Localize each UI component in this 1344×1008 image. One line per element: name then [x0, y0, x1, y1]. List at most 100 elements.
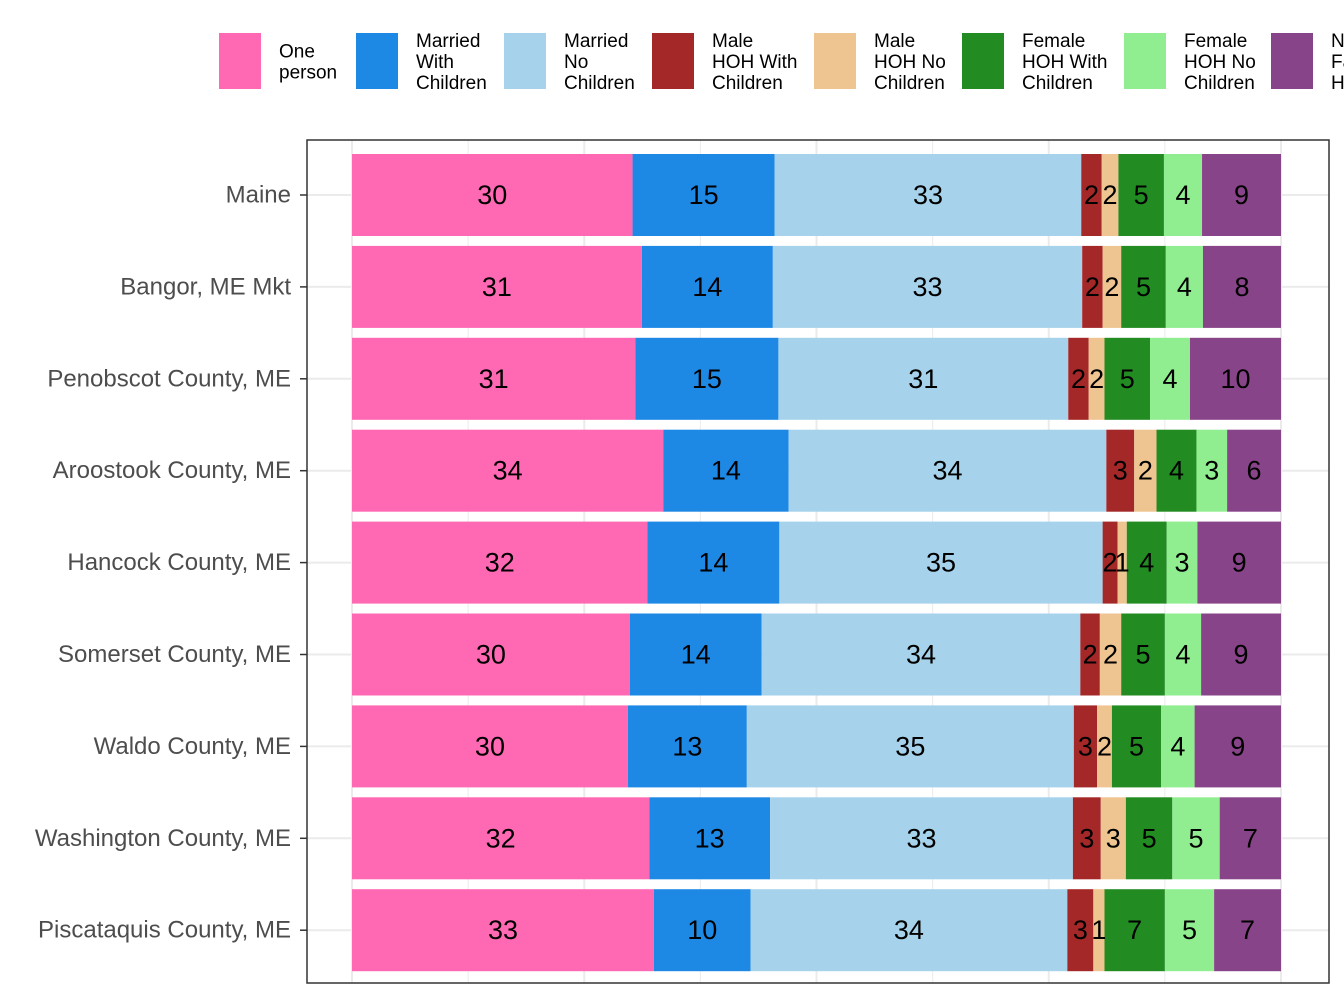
bar-value-label: 33	[488, 915, 518, 945]
legend-label: Male HOH With Children	[712, 31, 798, 94]
bar-segment	[1161, 705, 1195, 788]
bar-segment	[1106, 429, 1135, 512]
bar-value-label: 31	[479, 364, 509, 394]
bar-segment	[1099, 613, 1122, 696]
bar-value-label: 13	[695, 823, 725, 853]
bar-value-label: 31	[482, 272, 512, 302]
bar-segment	[1093, 889, 1105, 972]
bar-value-label: 1	[1115, 548, 1130, 578]
bar-segment	[1189, 337, 1281, 420]
bar-value-label: 34	[894, 915, 924, 945]
bar-value-label: 3	[1073, 915, 1088, 945]
legend-label: Female HOH No Children	[1184, 31, 1256, 94]
bar-value-label: 4	[1175, 180, 1190, 210]
bar-segment	[1067, 889, 1094, 972]
bar-segment	[1163, 154, 1203, 236]
bar-value-label: 35	[895, 731, 925, 761]
bar-value-label: 15	[692, 364, 722, 394]
legend-swatch	[504, 33, 546, 89]
bar-value-label: 2	[1103, 640, 1118, 670]
bar-segment	[1172, 797, 1220, 880]
legend-label: One person	[279, 41, 337, 83]
bars	[352, 154, 1281, 972]
bar-segment	[1118, 154, 1164, 236]
bar-value-label: 14	[711, 456, 741, 486]
y-tick-label: Maine	[226, 182, 291, 209]
bar-value-label: 4	[1175, 640, 1190, 670]
y-axis: Maine Bangor, ME Mkt Penobscot County, ME A…	[35, 182, 307, 944]
bar-value-label: 4	[1162, 364, 1177, 394]
bar-segment	[1102, 245, 1122, 328]
bar-segment	[1100, 797, 1126, 880]
bar-segment	[1214, 889, 1281, 972]
y-tick-label: Aroostook County, ME	[53, 457, 291, 484]
legend-swatch	[652, 33, 694, 89]
bar-segment	[1164, 613, 1202, 696]
bar-segment	[1227, 429, 1281, 512]
y-tick-label: Hancock County, ME	[67, 549, 291, 576]
bar-value-label: 6	[1247, 456, 1262, 486]
bar-value-label: 14	[692, 272, 722, 302]
legend-label: Married With Children	[416, 31, 487, 94]
bar-segment	[1102, 521, 1118, 604]
bar-value-label: 14	[698, 548, 728, 578]
bar-value-label: 9	[1230, 731, 1245, 761]
bar-segment	[352, 521, 648, 604]
bar-value-label: 30	[477, 180, 507, 210]
legend-label: Married No Children	[564, 31, 635, 94]
bar-segment	[635, 337, 779, 420]
legend-swatch	[356, 33, 398, 89]
bar-segment	[352, 705, 628, 788]
bar-value-label: 2	[1103, 180, 1118, 210]
bar-segment	[627, 705, 747, 788]
bar-segment	[1126, 521, 1167, 604]
bar-segment	[1121, 613, 1165, 696]
bar-value-label: 2	[1083, 640, 1098, 670]
bar-value-label: 3	[1106, 823, 1121, 853]
y-tick-label: Penobscot County, ME	[47, 365, 291, 392]
legend-label: Female HOH With Children	[1022, 31, 1108, 94]
bar-value-label: 33	[906, 823, 936, 853]
bar-value-label: 2	[1084, 180, 1099, 210]
bar-segment	[1202, 154, 1281, 236]
bar-segment	[352, 613, 630, 696]
bar-value-label: 5	[1136, 272, 1151, 302]
bar-value-label: 10	[687, 915, 717, 945]
bar-value-label: 1	[1091, 915, 1106, 945]
legend-swatch	[814, 33, 856, 89]
bar-segment	[778, 337, 1069, 420]
bar-value-label: 8	[1234, 272, 1249, 302]
bar-value-label: 3	[1204, 456, 1219, 486]
bar-value-label: 30	[476, 640, 506, 670]
bar-value-label: 14	[681, 640, 711, 670]
bar-segment	[1166, 521, 1198, 604]
bar-segment	[746, 705, 1074, 788]
bar-segment	[1111, 705, 1162, 788]
bar-value-label: 30	[475, 731, 505, 761]
y-tick-label: Washington County, ME	[35, 825, 291, 852]
bar-value-label: 5	[1120, 364, 1135, 394]
bar-value-label: 2	[1089, 364, 1104, 394]
bar-segment	[1196, 429, 1228, 512]
bar-value-label: 33	[913, 180, 943, 210]
bar-segment	[1104, 337, 1151, 420]
bar-segment	[1073, 705, 1098, 788]
bar-value-label: 7	[1127, 915, 1142, 945]
legend-swatch	[219, 33, 261, 89]
bar-value-label: 5	[1129, 731, 1144, 761]
bar-value-label: 5	[1188, 823, 1203, 853]
bar-value-label: 9	[1232, 548, 1247, 578]
bar-value-label: 4	[1177, 272, 1192, 302]
bar-value-label: 31	[908, 364, 938, 394]
bar-segment	[1101, 154, 1119, 236]
bar-segment	[647, 521, 780, 604]
bar-value-label: 4	[1139, 548, 1154, 578]
bar-segment	[779, 521, 1103, 604]
bar-segment	[1082, 245, 1103, 328]
bar-segment	[1164, 889, 1215, 972]
bar-segment	[352, 245, 642, 328]
bar-segment	[1080, 613, 1100, 696]
y-tick-label: Bangor, ME Mkt	[120, 273, 291, 300]
